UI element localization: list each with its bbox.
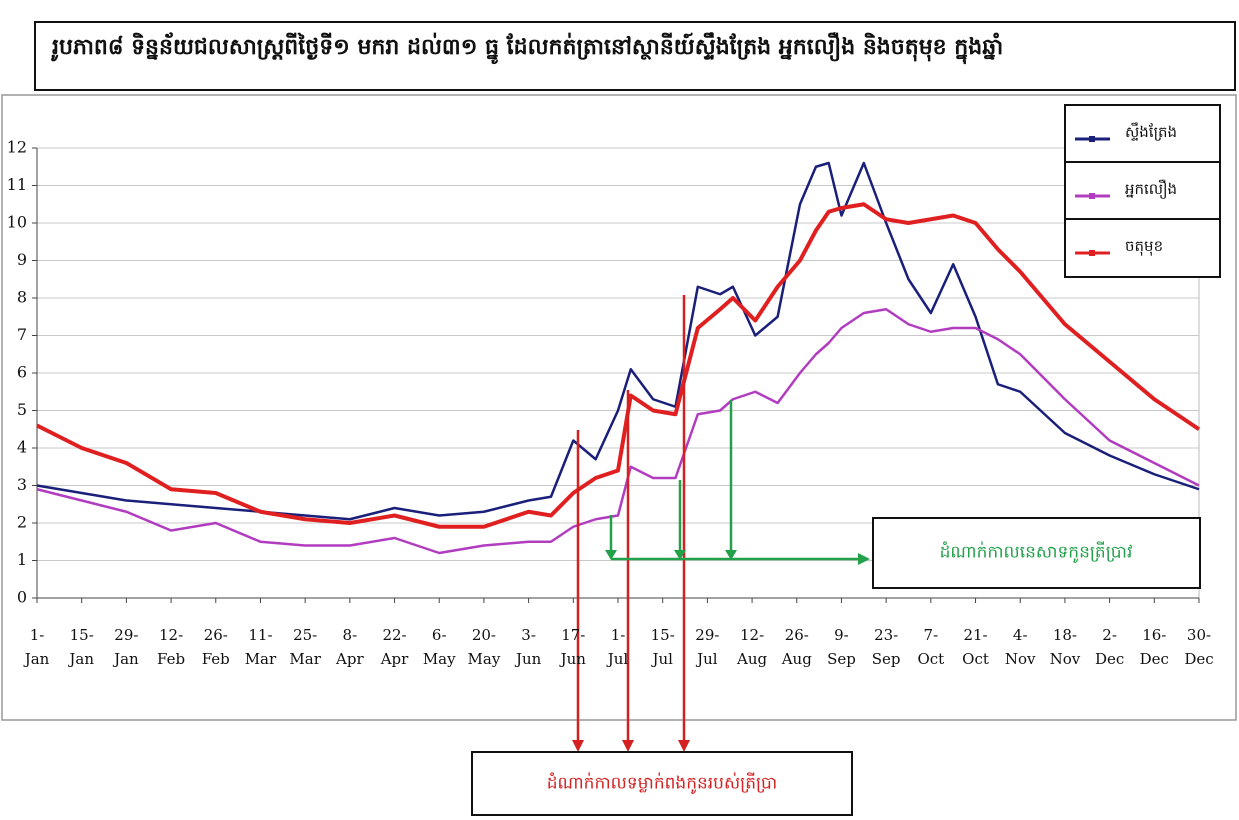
- y-tick-label: 8: [17, 288, 27, 307]
- y-tick-label: 0: [17, 588, 27, 607]
- y-tick-label: 1: [17, 550, 27, 569]
- legend: ស្ទឹងត្រែងអ្នកលឿងចតុមុខ: [1065, 105, 1220, 277]
- x-tick-label: 9- Sep: [819, 623, 863, 671]
- y-tick-label: 12: [7, 138, 27, 157]
- arrow-heads: [572, 740, 690, 752]
- y-tick-label: 11: [7, 175, 27, 194]
- x-tick-label: 1- Jul: [596, 623, 640, 671]
- legend-marker: [1089, 250, 1095, 256]
- legend-label: ចតុមុខ: [1125, 237, 1163, 256]
- annotation: ដំណាក់កាលនេសាទកូនត្រីប្រាវ: [940, 541, 1133, 564]
- x-tick-label: 21- Oct: [954, 623, 998, 671]
- y-tick-label: 10: [7, 213, 27, 232]
- x-tick-label: 29- Jul: [685, 623, 729, 671]
- x-tick-label: 16- Dec: [1132, 623, 1176, 671]
- x-tick-label: 23- Sep: [864, 623, 908, 671]
- x-tick-label: 26- Feb: [194, 623, 238, 671]
- x-tick-label: 26- Aug: [775, 623, 819, 671]
- x-tick-label: 3- Jun: [507, 623, 551, 671]
- x-tick-label: 2- Dec: [1088, 623, 1132, 671]
- x-tick-label: 15- Jan: [60, 623, 104, 671]
- x-tick-label: 22- Apr: [373, 623, 417, 671]
- x-tick-label: 18- Nov: [1043, 623, 1087, 671]
- chart: រូបភាព៨ ទិន្នន័យជលសាស្ត្រពីថ្ងៃទី១ មករា …: [0, 0, 1239, 820]
- x-tick-label: 12- Feb: [149, 623, 193, 671]
- x-tick-label: 15- Jul: [641, 623, 685, 671]
- y-tick-label: 5: [17, 400, 27, 419]
- y-tick-label: 9: [17, 250, 27, 269]
- y-tick-label: 2: [17, 513, 27, 532]
- x-tick-label: 6- May: [417, 623, 461, 671]
- x-tick-label: 29- Jan: [104, 623, 148, 671]
- legend-label: អ្នកលឿង: [1125, 179, 1177, 199]
- y-tick-label: 7: [17, 325, 27, 344]
- legend-label: ស្ទឹងត្រែង: [1125, 122, 1177, 141]
- x-tick-label: 4- Nov: [998, 623, 1042, 671]
- annotation: ដំណាក់កាលទម្លាក់ពងកូនរបស់ត្រីប្រា: [547, 772, 778, 795]
- x-tick-label: 7- Oct: [909, 623, 953, 671]
- y-tick-label: 6: [17, 363, 27, 382]
- y-tick-label: 4: [17, 438, 27, 457]
- page: {"chart_data": {"type": "line", "title":…: [0, 0, 1239, 820]
- x-tick-label: 8- Apr: [328, 623, 372, 671]
- x-tick-label: 30- Dec: [1177, 623, 1221, 671]
- x-tick-label: 25- Mar: [283, 623, 327, 671]
- x-tick-label: 1- Jan: [15, 623, 59, 671]
- x-tick-label: 20- May: [462, 623, 506, 671]
- legend-marker: [1089, 193, 1095, 199]
- x-tick-label: 17- Jun: [551, 623, 595, 671]
- x-tick-label: 11- Mar: [238, 623, 282, 671]
- y-tick-label: 3: [17, 475, 27, 494]
- x-tick-label: 12- Aug: [730, 623, 774, 671]
- legend-marker: [1089, 136, 1095, 142]
